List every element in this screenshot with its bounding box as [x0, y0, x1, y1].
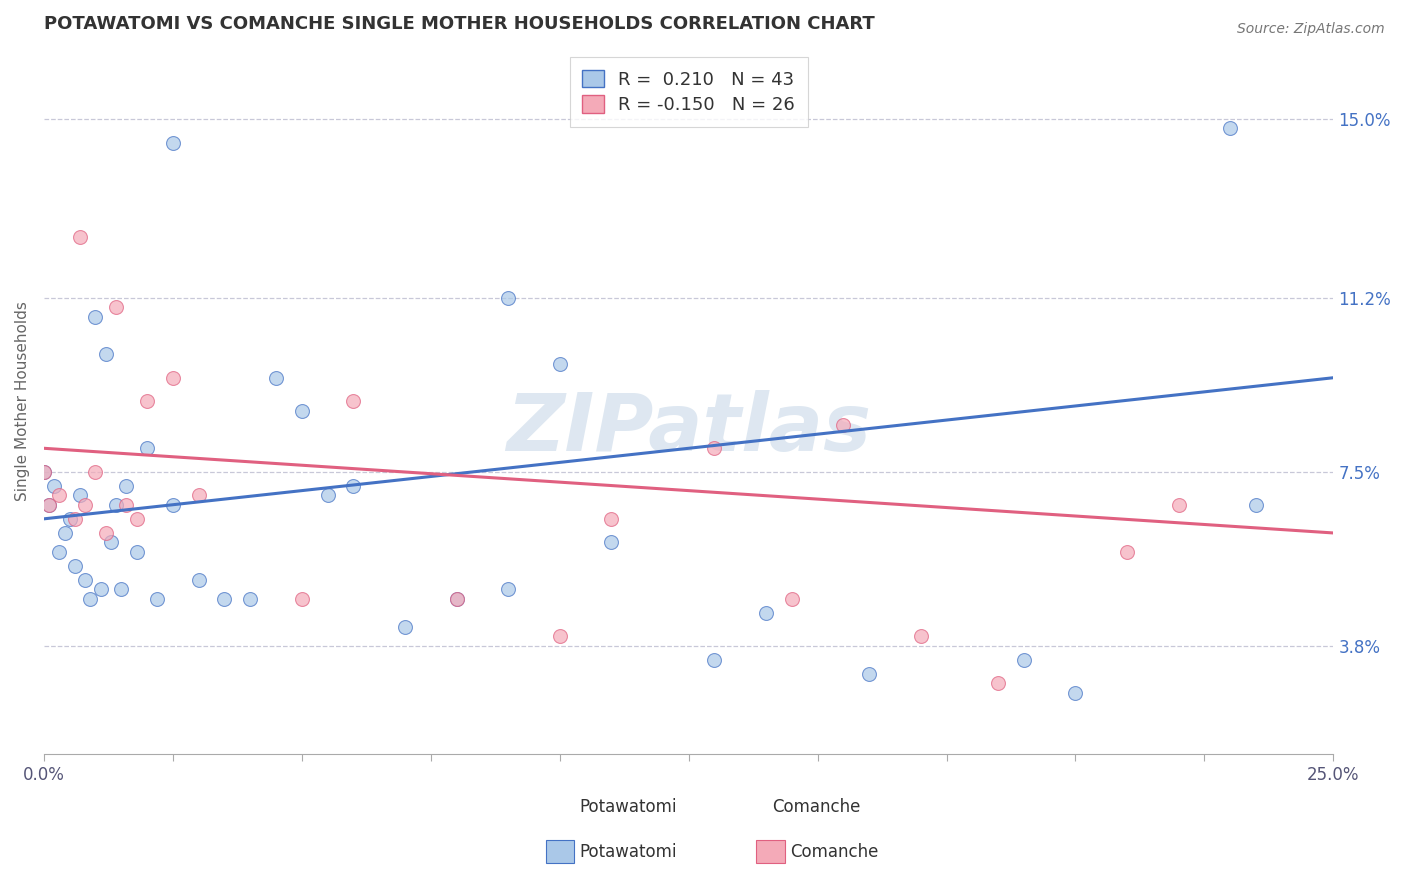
- Point: [90, 582, 112, 597]
- Point: [48, 545, 70, 559]
- Point: [1167, 498, 1189, 512]
- Point: [115, 479, 138, 493]
- Text: Source: ZipAtlas.com: Source: ZipAtlas.com: [1237, 22, 1385, 37]
- Point: [910, 630, 932, 644]
- Point: [69, 488, 91, 502]
- Point: [115, 498, 138, 512]
- Point: [94, 347, 117, 361]
- Point: [858, 667, 880, 681]
- Point: [187, 488, 209, 502]
- Point: [600, 535, 623, 549]
- Text: Comanche: Comanche: [772, 798, 860, 816]
- Point: [187, 573, 209, 587]
- Point: [146, 591, 169, 606]
- Point: [214, 591, 236, 606]
- Point: [136, 442, 159, 456]
- Point: [32, 465, 55, 479]
- Point: [63, 558, 86, 573]
- Text: ZIPatlas: ZIPatlas: [506, 391, 872, 468]
- Point: [94, 525, 117, 540]
- Point: [1219, 121, 1241, 136]
- Point: [987, 676, 1010, 690]
- Point: [136, 394, 159, 409]
- Point: [84, 310, 107, 324]
- Y-axis label: Single Mother Households: Single Mother Households: [15, 301, 30, 501]
- Point: [75, 573, 97, 587]
- Point: [832, 417, 855, 432]
- Point: [316, 488, 339, 502]
- Point: [703, 653, 725, 667]
- Point: [780, 591, 803, 606]
- Point: [105, 498, 128, 512]
- Point: [59, 512, 82, 526]
- Point: [38, 498, 60, 512]
- Point: [600, 512, 623, 526]
- Point: [162, 498, 184, 512]
- Point: [496, 291, 519, 305]
- Point: [291, 591, 314, 606]
- Point: [38, 498, 60, 512]
- Point: [75, 498, 97, 512]
- Text: Potawatomi: Potawatomi: [579, 843, 676, 861]
- Point: [446, 591, 468, 606]
- Point: [32, 465, 55, 479]
- Point: [342, 479, 364, 493]
- Point: [105, 300, 128, 314]
- Point: [63, 512, 86, 526]
- Point: [755, 606, 778, 620]
- Point: [48, 488, 70, 502]
- Point: [53, 525, 76, 540]
- Point: [125, 512, 148, 526]
- Point: [446, 591, 468, 606]
- Point: [394, 620, 416, 634]
- Point: [162, 136, 184, 150]
- Point: [110, 582, 132, 597]
- Point: [1244, 498, 1267, 512]
- Point: [100, 535, 122, 549]
- Text: Comanche: Comanche: [790, 843, 879, 861]
- Point: [548, 630, 571, 644]
- Point: [1116, 545, 1139, 559]
- Point: [1012, 653, 1035, 667]
- Point: [548, 357, 571, 371]
- Text: POTAWATOMI VS COMANCHE SINGLE MOTHER HOUSEHOLDS CORRELATION CHART: POTAWATOMI VS COMANCHE SINGLE MOTHER HOU…: [44, 15, 875, 33]
- Point: [496, 582, 519, 597]
- Point: [239, 591, 262, 606]
- Point: [703, 442, 725, 456]
- Point: [44, 479, 66, 493]
- Point: [79, 591, 101, 606]
- Point: [291, 403, 314, 417]
- Point: [1064, 686, 1087, 700]
- Text: Potawatomi: Potawatomi: [579, 798, 676, 816]
- Point: [125, 545, 148, 559]
- Legend: R =  0.210   N = 43, R = -0.150   N = 26: R = 0.210 N = 43, R = -0.150 N = 26: [569, 57, 807, 127]
- Point: [342, 394, 364, 409]
- Point: [84, 465, 107, 479]
- Point: [69, 229, 91, 244]
- Point: [162, 370, 184, 384]
- Point: [264, 370, 287, 384]
